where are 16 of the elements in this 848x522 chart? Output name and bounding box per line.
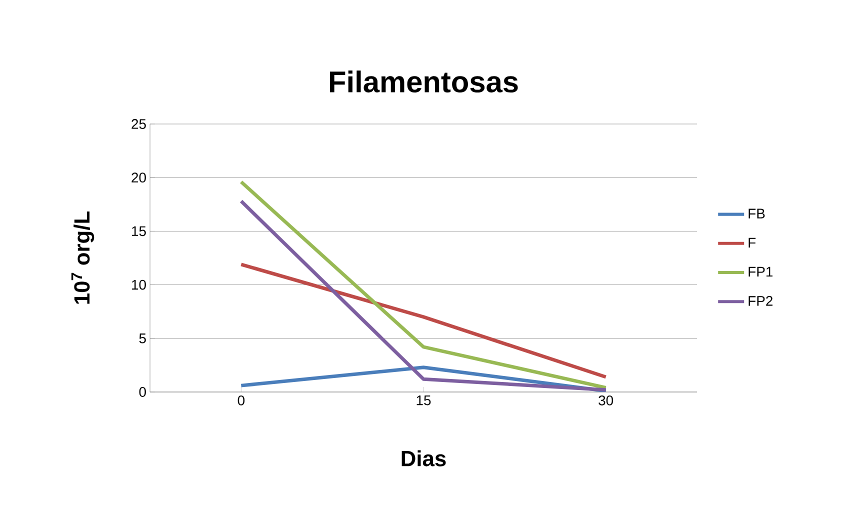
y-tick-label: 10 <box>132 280 146 290</box>
y-tick-label: 0 <box>139 387 146 397</box>
y-axis-title: 10$^{7}$ org/L <box>71 212 94 304</box>
x-tick-label: 0 <box>238 396 245 406</box>
y-tick-label: 15 <box>132 226 146 236</box>
x-tick-label: 30 <box>598 396 614 406</box>
y-tick-label: 5 <box>139 334 146 344</box>
legend-label: F <box>748 238 756 248</box>
y-tick-label: 25 <box>132 119 146 129</box>
x-axis-title: Dias <box>402 450 446 466</box>
legend-label: FP1 <box>748 266 772 277</box>
legend-label: FP2 <box>748 296 772 306</box>
y-tick-label: 20 <box>132 172 146 183</box>
chart-title: Filamentosas <box>330 70 518 93</box>
legend-label: FB <box>748 208 765 218</box>
x-tick-label: 15 <box>416 396 431 406</box>
